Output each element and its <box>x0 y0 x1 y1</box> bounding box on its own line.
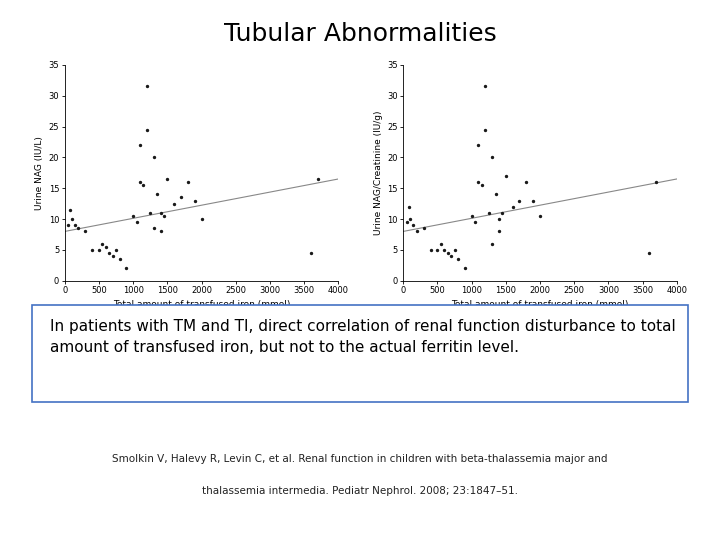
Point <box>127 212 139 220</box>
Point <box>114 255 125 264</box>
Point <box>473 141 485 150</box>
Point <box>403 202 415 211</box>
Y-axis label: Urine NAG (IU/L): Urine NAG (IU/L) <box>35 136 45 210</box>
Point <box>158 212 170 220</box>
Point <box>480 82 491 91</box>
Point <box>493 215 505 224</box>
Point <box>151 190 163 199</box>
Point <box>138 181 149 190</box>
Point <box>86 246 98 254</box>
Point <box>96 239 108 248</box>
Point <box>534 212 546 220</box>
Point <box>134 141 145 150</box>
Point <box>449 246 460 254</box>
Point <box>182 178 194 186</box>
Point <box>141 82 153 91</box>
Text: In patients with TM and TI, direct correlation of renal function disturbance to : In patients with TM and TI, direct corre… <box>50 319 676 355</box>
Point <box>401 218 413 226</box>
Point <box>521 178 532 186</box>
Point <box>493 227 505 236</box>
Point <box>148 153 159 161</box>
Point <box>63 221 74 230</box>
X-axis label: Total amount of transfused iron (mmol): Total amount of transfused iron (mmol) <box>451 300 629 308</box>
Point <box>411 227 423 236</box>
Point <box>483 208 495 217</box>
Point <box>500 172 512 180</box>
Point <box>305 249 317 258</box>
Point <box>120 264 132 273</box>
Point <box>131 218 143 226</box>
Point <box>435 239 446 248</box>
Point <box>442 249 454 258</box>
Point <box>469 218 481 226</box>
Point <box>168 199 180 208</box>
Point <box>418 224 429 233</box>
Point <box>155 208 166 217</box>
Point <box>148 224 159 233</box>
Text: Tubular Abnormalities: Tubular Abnormalities <box>224 22 496 45</box>
Point <box>487 239 498 248</box>
Point <box>514 196 526 205</box>
Point <box>312 174 323 183</box>
Y-axis label: Urine NAG/Creatinine (IU/g): Urine NAG/Creatinine (IU/g) <box>374 111 383 235</box>
Point <box>100 242 112 251</box>
Point <box>452 255 464 264</box>
Point <box>104 249 115 258</box>
Point <box>69 221 81 230</box>
Point <box>79 227 91 236</box>
Point <box>497 208 508 217</box>
Point <box>161 174 173 183</box>
Point <box>438 246 450 254</box>
Point <box>110 246 122 254</box>
Point <box>176 193 187 202</box>
Point <box>155 227 166 236</box>
Point <box>107 252 118 260</box>
Point <box>408 221 419 230</box>
Text: Smolkin V, Halevy R, Levin C, et al. Renal function in children with beta-thalas: Smolkin V, Halevy R, Levin C, et al. Ren… <box>112 454 608 464</box>
Point <box>425 246 436 254</box>
Point <box>432 246 444 254</box>
Point <box>94 246 105 254</box>
Text: thalassemia intermedia. Pediatr Nephrol. 2008; 23:1847–51.: thalassemia intermedia. Pediatr Nephrol.… <box>202 486 518 496</box>
Point <box>651 178 662 186</box>
Point <box>476 181 487 190</box>
Point <box>65 206 76 214</box>
Point <box>196 215 207 224</box>
Point <box>528 196 539 205</box>
Point <box>189 196 200 205</box>
Point <box>480 125 491 134</box>
Point <box>134 178 145 186</box>
Point <box>73 224 84 233</box>
X-axis label: Total amount of transfused iron (mmol): Total amount of transfused iron (mmol) <box>113 300 290 308</box>
Point <box>473 178 485 186</box>
Point <box>141 125 153 134</box>
Point <box>644 249 655 258</box>
Point <box>145 208 156 217</box>
Point <box>66 215 78 224</box>
Point <box>507 202 518 211</box>
Point <box>487 153 498 161</box>
Point <box>466 212 477 220</box>
Point <box>445 252 457 260</box>
Point <box>405 215 416 224</box>
Point <box>490 190 501 199</box>
Point <box>459 264 471 273</box>
